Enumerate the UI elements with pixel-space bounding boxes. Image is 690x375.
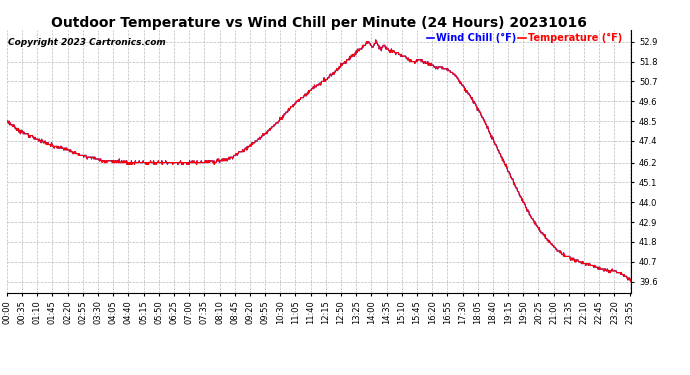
Text: Copyright 2023 Cartronics.com: Copyright 2023 Cartronics.com (8, 38, 166, 47)
Legend: Wind Chill (°F), Temperature (°F): Wind Chill (°F), Temperature (°F) (426, 32, 623, 44)
Title: Outdoor Temperature vs Wind Chill per Minute (24 Hours) 20231016: Outdoor Temperature vs Wind Chill per Mi… (51, 16, 587, 30)
